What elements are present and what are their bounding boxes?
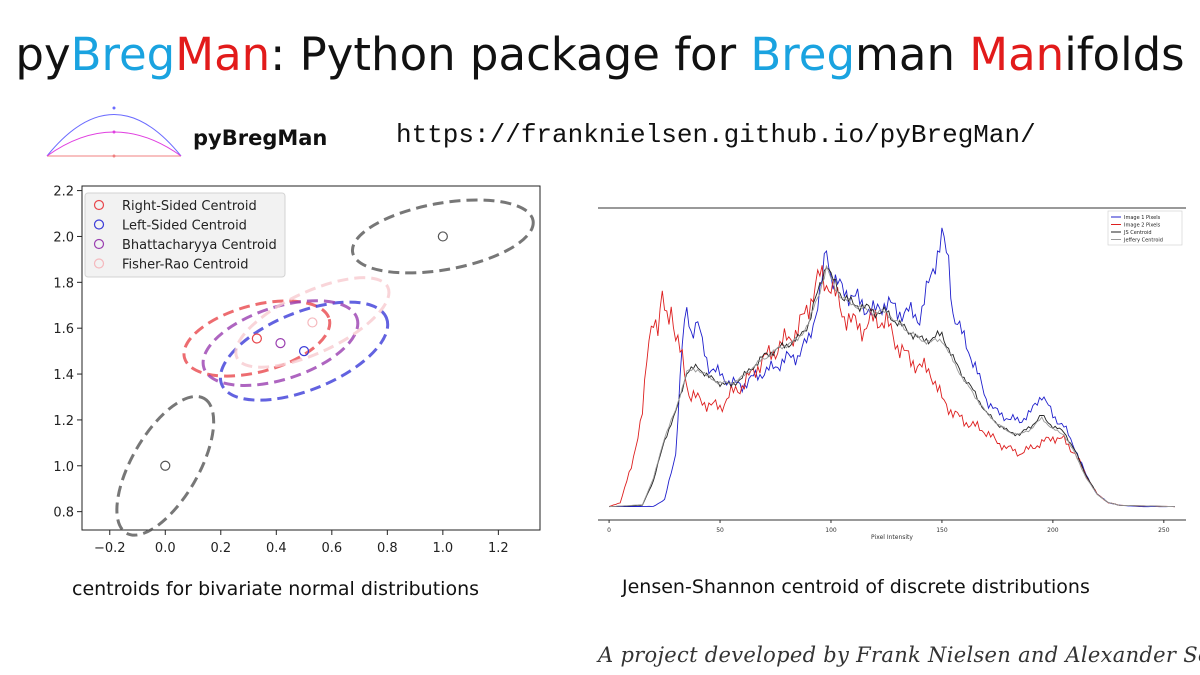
logo-text: pyBregMan bbox=[193, 126, 328, 150]
x-tick-label: 0.2 bbox=[210, 541, 231, 556]
centroid-point bbox=[160, 460, 171, 471]
y-tick-label: 1.6 bbox=[53, 322, 74, 337]
plot-frame bbox=[81, 185, 541, 531]
y-tick-label: 0.8 bbox=[53, 506, 74, 521]
y-tick-label: 1.4 bbox=[53, 368, 74, 383]
legend-marker bbox=[93, 238, 105, 250]
bivariate-centroid-chart: −0.2 0.0 0.2 0.4 0.6 0.8 1.0 1.2 0.8 1.0 1.2 1.4 1.6… bbox=[53, 185, 541, 556]
covariance-ellipse bbox=[182, 299, 332, 378]
covariance-ellipse bbox=[115, 394, 216, 537]
caption-right: Jensen-Shannon centroid of discrete dist… bbox=[622, 576, 1090, 598]
centroid-point bbox=[275, 337, 286, 349]
project-url[interactable]: https://franknielsen.github.io/pyBregMan… bbox=[396, 120, 1036, 150]
y-tick-label: 2.2 bbox=[53, 185, 74, 200]
bregman-logo-icon bbox=[46, 106, 182, 158]
legend: Right-Sided Centroid Left-Sided Centroid B… bbox=[84, 192, 286, 278]
title-part: man bbox=[855, 28, 970, 81]
x-tick-label: 200 bbox=[1047, 527, 1059, 534]
legend-marker bbox=[93, 219, 105, 230]
x-tick-label: 1.2 bbox=[488, 541, 509, 556]
title-part: : Python package for bbox=[270, 28, 751, 81]
x-tick-label: 0.4 bbox=[266, 541, 287, 556]
series-line bbox=[608, 265, 1175, 508]
centroid-point bbox=[298, 346, 310, 357]
covariance-ellipse bbox=[350, 198, 535, 275]
legend-label: Bhattacharyya Centroid bbox=[122, 238, 277, 253]
x-axis-label: Pixel Intensity bbox=[871, 534, 913, 541]
covariance-ellipse bbox=[201, 299, 360, 387]
title-part: ifolds bbox=[1064, 28, 1185, 81]
y-tick-label: 1.0 bbox=[53, 460, 74, 475]
x-tick-label: 0.8 bbox=[377, 541, 398, 556]
x-tick-label: 100 bbox=[825, 527, 837, 534]
centroid-point bbox=[437, 231, 448, 242]
series-line bbox=[609, 265, 1175, 508]
legend-label: JS Centroid bbox=[1123, 230, 1152, 236]
x-tick-label: 0.0 bbox=[155, 541, 176, 556]
x-tick-label: 50 bbox=[716, 527, 724, 534]
caption-left: centroids for bivariate normal distribut… bbox=[72, 578, 480, 600]
x-tick-label: 0 bbox=[607, 527, 611, 534]
x-tick-label: 150 bbox=[936, 527, 948, 534]
legend-marker bbox=[93, 199, 105, 211]
legend-label: Jeffery Centroid bbox=[1123, 238, 1163, 244]
legend-box bbox=[84, 192, 286, 278]
title-part: py bbox=[15, 28, 71, 81]
legend-label: Image 2 Pixels bbox=[1124, 223, 1161, 229]
x-tick-label: 250 bbox=[1158, 527, 1170, 534]
centroid-point bbox=[307, 317, 318, 328]
series-line bbox=[609, 267, 1175, 508]
title-part: Man bbox=[175, 28, 271, 81]
legend-label: Right-Sided Centroid bbox=[122, 199, 257, 214]
x-tick-label: 1.0 bbox=[433, 541, 454, 556]
page-title: pyBregMan: Python package for Bregman Ma… bbox=[0, 28, 1200, 81]
x-tick-label: 0.6 bbox=[321, 541, 342, 556]
covariance-ellipse bbox=[234, 276, 391, 369]
title-part: Breg bbox=[70, 28, 176, 81]
x-tick-label: −0.2 bbox=[94, 541, 126, 556]
title-part: Breg bbox=[750, 28, 856, 81]
y-tick-label: 1.2 bbox=[53, 414, 74, 429]
legend-marker bbox=[93, 258, 105, 269]
y-tick-label: 1.8 bbox=[53, 276, 74, 291]
covariance-ellipse bbox=[218, 300, 390, 402]
legend-label: Left-Sided Centroid bbox=[122, 219, 247, 234]
histogram-centroid-chart: 0 50 100 150 200 250 Pixel Intensity Image 1 Pi… bbox=[598, 207, 1186, 541]
legend-label: Fisher-Rao Centroid bbox=[122, 258, 248, 273]
signature: A project developed by Frank Nielsen and… bbox=[598, 643, 1200, 667]
centroid-point bbox=[251, 333, 262, 344]
y-tick-label: 2.0 bbox=[53, 230, 74, 245]
title-part: Man bbox=[969, 28, 1065, 81]
legend-label: Image 1 Pixels bbox=[1124, 215, 1161, 221]
